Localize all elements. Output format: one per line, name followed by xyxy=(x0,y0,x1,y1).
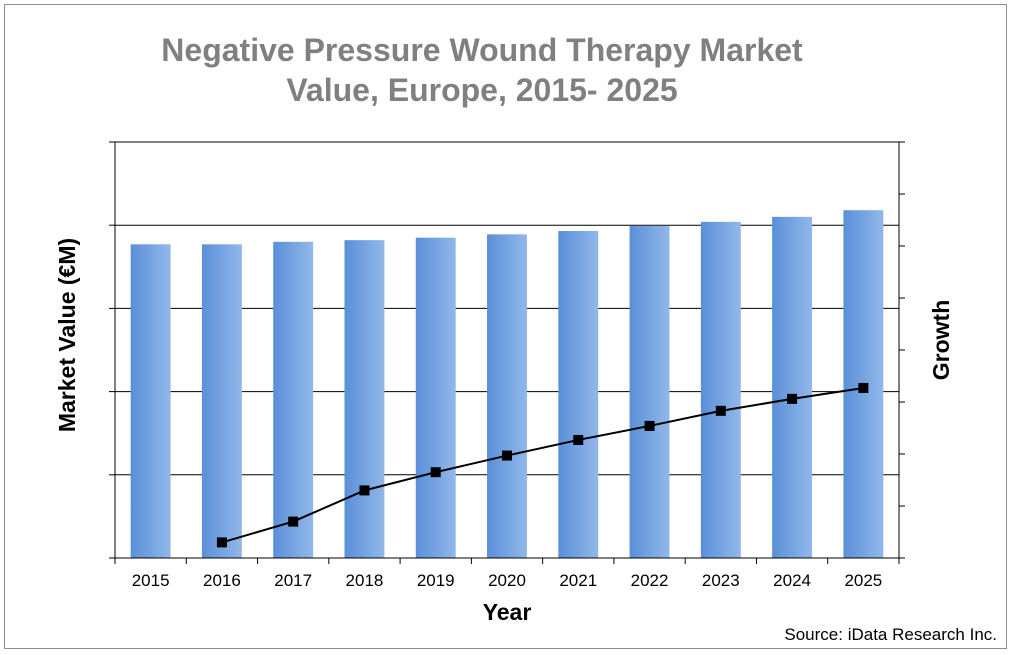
x-tick-label: 2020 xyxy=(488,571,526,590)
x-tick-label: 2019 xyxy=(417,571,455,590)
bar xyxy=(700,221,741,558)
growth-marker xyxy=(644,420,655,431)
y2-axis-title: Growth xyxy=(928,300,954,381)
growth-marker xyxy=(858,382,869,393)
bar xyxy=(344,240,385,558)
growth-marker xyxy=(573,434,584,445)
growth-marker xyxy=(787,393,798,404)
x-tick-label: 2018 xyxy=(346,571,384,590)
x-axis-title: Year xyxy=(483,599,532,625)
bar xyxy=(273,241,314,558)
growth-marker xyxy=(359,485,370,496)
x-tick-label: 2015 xyxy=(132,571,170,590)
bar xyxy=(415,237,456,558)
bar xyxy=(201,244,242,558)
x-tick-label: 2017 xyxy=(274,571,312,590)
x-tick-label: 2024 xyxy=(773,571,811,590)
growth-marker xyxy=(430,467,441,478)
growth-marker xyxy=(288,516,299,527)
bar xyxy=(487,234,527,559)
bar xyxy=(629,226,670,559)
x-tick-label: 2022 xyxy=(631,571,669,590)
growth-marker xyxy=(715,405,726,416)
growth-marker xyxy=(502,450,512,461)
bar xyxy=(558,231,599,559)
bar xyxy=(772,216,813,558)
chart-title: Negative Pressure Wound Therapy Market V… xyxy=(161,32,803,108)
bar xyxy=(130,244,171,558)
x-tick-label: 2025 xyxy=(844,571,882,590)
growth-marker xyxy=(216,537,227,548)
y-axis-title: Market Value (€M) xyxy=(54,238,80,432)
x-tick-label: 2023 xyxy=(702,571,740,590)
x-tick-label: 2016 xyxy=(203,571,241,590)
source-note: Source: iData Research Inc. xyxy=(784,625,997,644)
growth-line xyxy=(221,386,864,544)
x-tick-label: 2021 xyxy=(559,571,597,590)
